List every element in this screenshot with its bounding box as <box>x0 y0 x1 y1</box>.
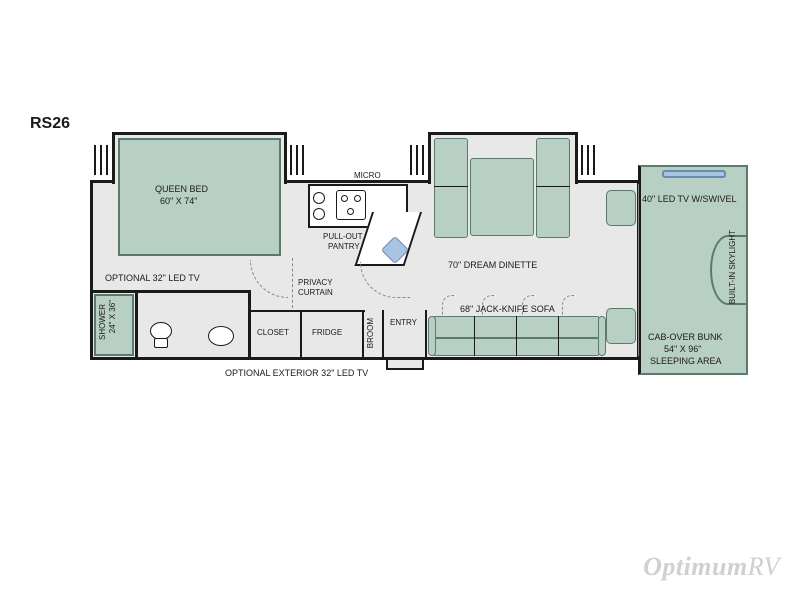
closet-wall-top <box>250 310 365 312</box>
din-seat-r-split <box>536 186 570 187</box>
sleeping-label: SLEEPING AREA <box>650 356 722 367</box>
bath-wall-v2 <box>248 290 251 360</box>
cabover-label: CAB-OVER BUNK <box>648 332 723 343</box>
bath-wall-top <box>90 290 250 293</box>
micro-label: MICRO <box>354 171 381 181</box>
shower-label: SHOWER <box>98 304 108 340</box>
privacy-curtain-line <box>292 258 293 308</box>
cab-seat-bot <box>606 308 636 344</box>
fridge-label: FRIDGE <box>312 328 342 338</box>
sofa-arm-l <box>428 316 436 356</box>
watermark: OptimumRV <box>643 552 780 582</box>
toilet-icon <box>150 322 172 348</box>
sofa-fold-4 <box>562 295 574 315</box>
dinette-label: 70" DREAM DINETTE <box>448 260 537 271</box>
slide-marks-bed-left <box>94 145 108 175</box>
dinette-seat-left <box>434 138 468 238</box>
tv40-label: 40" LED TV W/SWIVEL <box>642 194 737 205</box>
optional-ext-label: OPTIONAL EXTERIOR 32" LED TV <box>225 368 368 379</box>
queen-bed <box>118 138 281 256</box>
broom-wall <box>382 310 384 358</box>
cabover-dim: 54" X 96" <box>664 344 701 355</box>
sofa-div1 <box>474 316 475 356</box>
skylight-label: BUILT-IN SKYLIGHT <box>728 230 738 304</box>
optional-led-label: OPTIONAL 32" LED TV <box>105 273 200 284</box>
kitchen-sink-1 <box>313 192 325 204</box>
shower-dim: 24" X 36" <box>108 300 118 333</box>
broom-label: BROOM <box>366 318 376 348</box>
bathroom-sink <box>208 326 234 346</box>
queen-bed-dim: 60" X 74" <box>160 196 197 207</box>
pullout-label: PULL-OUT <box>323 232 363 242</box>
closet-wall-right <box>362 310 364 358</box>
sofa-div3 <box>558 316 559 356</box>
cab-partition <box>638 184 639 356</box>
watermark-primary: Optimum <box>643 552 748 581</box>
stove-top <box>336 190 366 220</box>
sofa-fold-1 <box>442 295 454 315</box>
privacy-label: PRIVACY <box>298 278 333 288</box>
entry-label: ENTRY <box>390 318 417 328</box>
cab-seat-top <box>606 190 636 226</box>
floorplan-canvas: QUEEN BED 60" X 74" OPTIONAL 32" LED TV … <box>50 140 750 420</box>
model-code: RS26 <box>30 115 70 133</box>
dinette-table <box>470 158 534 236</box>
slide-marks-din-right <box>581 145 595 175</box>
sofa-arm-r <box>598 316 606 356</box>
pantry-label: PANTRY <box>328 242 360 252</box>
watermark-suffix: RV <box>748 552 780 581</box>
entry-step <box>386 360 424 370</box>
queen-bed-label: QUEEN BED <box>155 184 208 195</box>
closet-label: CLOSET <box>257 328 289 338</box>
entry-wall-right <box>425 310 427 358</box>
bath-wall-v1 <box>135 290 138 360</box>
curtain-label: CURTAIN <box>298 288 333 298</box>
cab-dash-strip <box>662 170 726 178</box>
sofa-label: 68" JACK-KNIFE SOFA <box>460 304 555 315</box>
din-seat-l-split <box>434 186 468 187</box>
sofa-div2 <box>516 316 517 356</box>
dinette-seat-right <box>536 138 570 238</box>
slide-marks-din-left <box>410 145 424 175</box>
closet-wall-mid <box>300 310 302 358</box>
slide-marks-bed-right <box>290 145 304 175</box>
kitchen-sink-2 <box>313 208 325 220</box>
